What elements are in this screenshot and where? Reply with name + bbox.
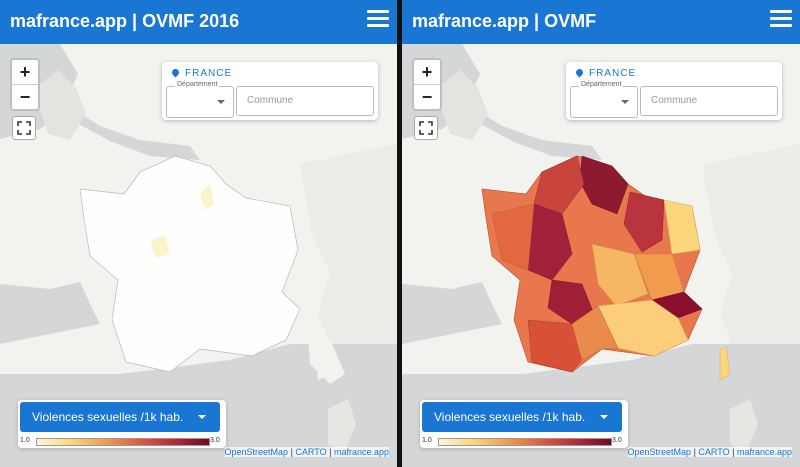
- app-title: mafrance.app | OVMF 2016: [10, 11, 240, 31]
- country-name: FRANCE: [589, 68, 637, 79]
- department-select[interactable]: Département: [166, 81, 234, 118]
- attribution: OpenStreetMap | CARTO | mafrance.app: [627, 447, 792, 457]
- attribution: OpenStreetMap | CARTO | mafrance.app: [224, 447, 389, 457]
- country-name: FRANCE: [185, 68, 233, 79]
- fullscreen-icon[interactable]: [12, 116, 36, 140]
- indicator-label: Violences sexuelles /1k hab.: [434, 410, 586, 424]
- location-search: FRANCE Département Commune: [162, 62, 378, 120]
- carto-link[interactable]: CARTO: [295, 447, 327, 457]
- menu-icon[interactable]: [770, 10, 792, 32]
- chevron-down-icon: [621, 100, 629, 104]
- zoom-control: + −: [412, 58, 442, 111]
- separator: |: [326, 447, 334, 457]
- department-label: Département: [579, 81, 624, 88]
- chevron-down-icon: [217, 100, 225, 104]
- chevron-down-icon: [600, 415, 608, 419]
- map-legend: Violences sexuelles /1k hab. 1.0 3.0: [18, 400, 226, 448]
- scale-min: 1.0: [422, 437, 432, 444]
- panel-divider: [397, 0, 402, 467]
- department-label: Département: [175, 81, 220, 88]
- app-title: mafrance.app | OVMF: [412, 11, 597, 31]
- app-header: mafrance.app | OVMF 2016: [0, 0, 397, 44]
- scale-max: 3.0: [210, 437, 220, 444]
- commune-input[interactable]: Commune: [236, 86, 374, 116]
- scale-min: 1.0: [20, 437, 30, 444]
- separator: |: [288, 447, 296, 457]
- map-app-left: mafrance.app | OVMF 2016 + − FRANCE: [0, 0, 397, 467]
- map-canvas[interactable]: + − FRANCE Département Commune Violences…: [402, 44, 800, 467]
- country-label: FRANCE: [574, 67, 637, 79]
- scale-max: 3.0: [612, 437, 622, 444]
- color-scale: [36, 438, 210, 446]
- osm-link[interactable]: OpenStreetMap: [627, 447, 692, 457]
- location-pin-icon: [170, 67, 181, 78]
- zoom-in-button[interactable]: +: [414, 60, 440, 85]
- map-legend: Violences sexuelles /1k hab. 1.0 3.0: [420, 400, 628, 448]
- country-label: FRANCE: [170, 67, 233, 79]
- color-scale: [438, 438, 612, 446]
- indicator-label: Violences sexuelles /1k hab.: [32, 410, 184, 424]
- map-app-right: mafrance.app | OVMF: [402, 0, 800, 467]
- menu-icon[interactable]: [367, 10, 389, 32]
- app-link[interactable]: mafrance.app: [736, 447, 792, 457]
- separator: |: [729, 447, 737, 457]
- commune-input[interactable]: Commune: [640, 86, 778, 116]
- carto-link[interactable]: CARTO: [698, 447, 730, 457]
- zoom-control: + −: [10, 58, 40, 111]
- map-canvas[interactable]: + − FRANCE Département Commune Violences…: [0, 44, 397, 467]
- indicator-select[interactable]: Violences sexuelles /1k hab.: [20, 402, 220, 432]
- location-pin-icon: [574, 67, 585, 78]
- indicator-select[interactable]: Violences sexuelles /1k hab.: [422, 402, 622, 432]
- location-search: FRANCE Département Commune: [566, 62, 782, 120]
- app-link[interactable]: mafrance.app: [333, 447, 389, 457]
- chevron-down-icon: [198, 415, 206, 419]
- zoom-out-button[interactable]: −: [421, 87, 433, 107]
- osm-link[interactable]: OpenStreetMap: [224, 447, 289, 457]
- zoom-out-button[interactable]: −: [19, 87, 31, 107]
- separator: |: [691, 447, 699, 457]
- department-select[interactable]: Département: [570, 81, 638, 118]
- zoom-in-button[interactable]: +: [12, 60, 38, 85]
- fullscreen-icon[interactable]: [414, 116, 438, 140]
- app-header: mafrance.app | OVMF: [402, 0, 800, 44]
